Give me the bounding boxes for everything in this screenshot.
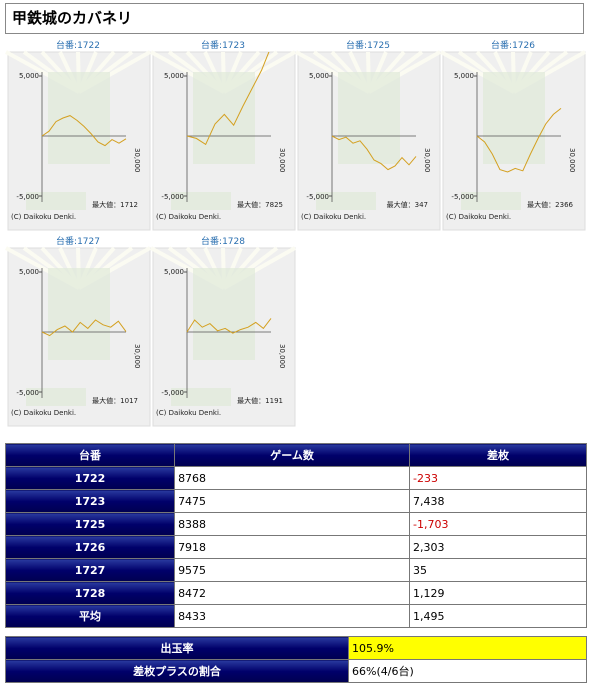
summary-label: 差枚プラスの割合 (5, 659, 349, 683)
graph-line (41, 115, 127, 147)
summary-row: 出玉率 105.9% (5, 636, 587, 660)
graph-line (41, 319, 127, 337)
panel: 5,000 -5,000 30,000 最大値：1712 (C) Daikoku Den… (5, 50, 151, 231)
row-header: 1722 (4, 466, 176, 490)
row-header: 1726 (4, 535, 176, 559)
y-top: 5,000 (19, 72, 39, 80)
graph-line (331, 135, 417, 171)
max-label: 最大値：7825 (237, 200, 283, 209)
x-max: 30,000 (423, 148, 431, 173)
summary-row: 差枚プラスの割合 66%(4/6台) (5, 659, 587, 683)
row-header: 1727 (4, 558, 176, 582)
x-max: 30,000 (133, 344, 141, 369)
max-label: 最大値：1191 (237, 396, 283, 405)
table-row: 1727 9575 35 (4, 558, 587, 582)
graph-line (476, 107, 562, 173)
y-bottom: -5,000 (16, 193, 39, 201)
summary-table: 出玉率 105.9% 差枚プラスの割合 66%(4/6台) (5, 636, 587, 683)
graph-line (186, 318, 272, 334)
copyright: (C) Daikoku Denki. (11, 213, 76, 221)
y-top: 5,000 (164, 268, 184, 276)
deco (193, 268, 255, 360)
panel-label: 台番:1728 (201, 235, 245, 247)
cell: 35 (409, 558, 587, 582)
max-label: 最大値：2366 (527, 200, 573, 209)
cell: 8388 (174, 512, 411, 536)
y-bottom: -5,000 (451, 193, 474, 201)
panel: 5,000 -5,000 30,000 最大値：347 (C) Daikoku Denk… (295, 50, 441, 231)
deco (48, 72, 110, 164)
column-header: ゲーム数 (174, 443, 411, 467)
copyright: (C) Daikoku Denki. (446, 213, 511, 221)
table-row: 1725 8388 -1,703 (4, 512, 587, 536)
row-header: 1728 (4, 581, 176, 605)
panels: 台番:1722 5,000 -5,000 30,000 最大値：1712 (C) Daik… (5, 39, 586, 427)
panel-label: 台番:1727 (56, 235, 100, 247)
max-label: 最大値：1712 (92, 200, 138, 209)
table-row: 1722 8768 -233 (4, 466, 587, 490)
x-max: 30,000 (278, 148, 286, 173)
y-bottom: -5,000 (161, 193, 184, 201)
y-top: 5,000 (164, 72, 184, 80)
page-title: 甲鉄城のカバネリ (5, 3, 584, 34)
column-header: 差枚 (409, 443, 587, 467)
summary-value: 66%(4/6台) (348, 659, 587, 683)
cell: 7,438 (409, 489, 587, 513)
y-bottom: -5,000 (161, 389, 184, 397)
panel: 5,000 -5,000 30,000 最大値：1191 (C) Daikoku Den… (150, 246, 296, 427)
x-max: 30,000 (278, 344, 286, 369)
row-header: 1723 (4, 489, 176, 513)
deco (193, 72, 255, 164)
cell: 8433 (174, 604, 411, 628)
max-label: 最大値：1017 (92, 396, 138, 405)
deco (48, 268, 110, 360)
copyright: (C) Daikoku Denki. (156, 213, 221, 221)
deco (483, 72, 545, 164)
cell: 7475 (174, 489, 411, 513)
deco (338, 72, 400, 164)
row-header: 平均 (4, 604, 176, 628)
y-top: 5,000 (309, 72, 329, 80)
graph-line (186, 52, 270, 146)
copyright: (C) Daikoku Denki. (11, 409, 76, 417)
panel: 5,000 -5,000 30,000 最大値：1017 (C) Daikoku Den… (5, 246, 151, 427)
summary-label: 出玉率 (5, 636, 349, 660)
table-row: 1728 8472 1,129 (4, 581, 587, 605)
panel-label: 台番:1722 (56, 39, 100, 51)
data-table: 台番 ゲーム数 差枚 1722 8768 -233 1723 7475 7,438 1725 838… (4, 443, 587, 628)
max-label: 最大値：347 (387, 200, 428, 209)
cell: 7918 (174, 535, 411, 559)
table-row: 1723 7475 7,438 (4, 489, 587, 513)
panel-label: 台番:1723 (201, 39, 245, 51)
x-max: 30,000 (133, 148, 141, 173)
panel-label: 台番:1725 (346, 39, 390, 51)
summary-value: 105.9% (348, 636, 587, 660)
table-row: 平均 8433 1,495 (4, 604, 587, 628)
table-row: 1726 7918 2,303 (4, 535, 587, 559)
panel: 5,000 -5,000 30,000 最大値：7825 (C) Daikoku Den… (150, 50, 296, 231)
cell: 8768 (174, 466, 411, 490)
copyright: (C) Daikoku Denki. (156, 409, 221, 417)
y-bottom: -5,000 (16, 389, 39, 397)
copyright: (C) Daikoku Denki. (301, 213, 366, 221)
y-top: 5,000 (454, 72, 474, 80)
header-row: 台番 ゲーム数 差枚 (4, 443, 587, 467)
cell: -233 (409, 466, 587, 490)
y-bottom: -5,000 (306, 193, 329, 201)
y-top: 5,000 (19, 268, 39, 276)
cell: -1,703 (409, 512, 587, 536)
cell: 2,303 (409, 535, 587, 559)
row-header: 1725 (4, 512, 176, 536)
panel-label: 台番:1726 (491, 39, 535, 51)
panel: 5,000 -5,000 30,000 最大値：2366 (C) Daikoku Den… (440, 50, 586, 231)
cell: 1,495 (409, 604, 587, 628)
cell: 8472 (174, 581, 411, 605)
column-header: 台番 (4, 443, 176, 467)
x-max: 30,000 (568, 148, 576, 173)
cell: 9575 (174, 558, 411, 582)
cell: 1,129 (409, 581, 587, 605)
